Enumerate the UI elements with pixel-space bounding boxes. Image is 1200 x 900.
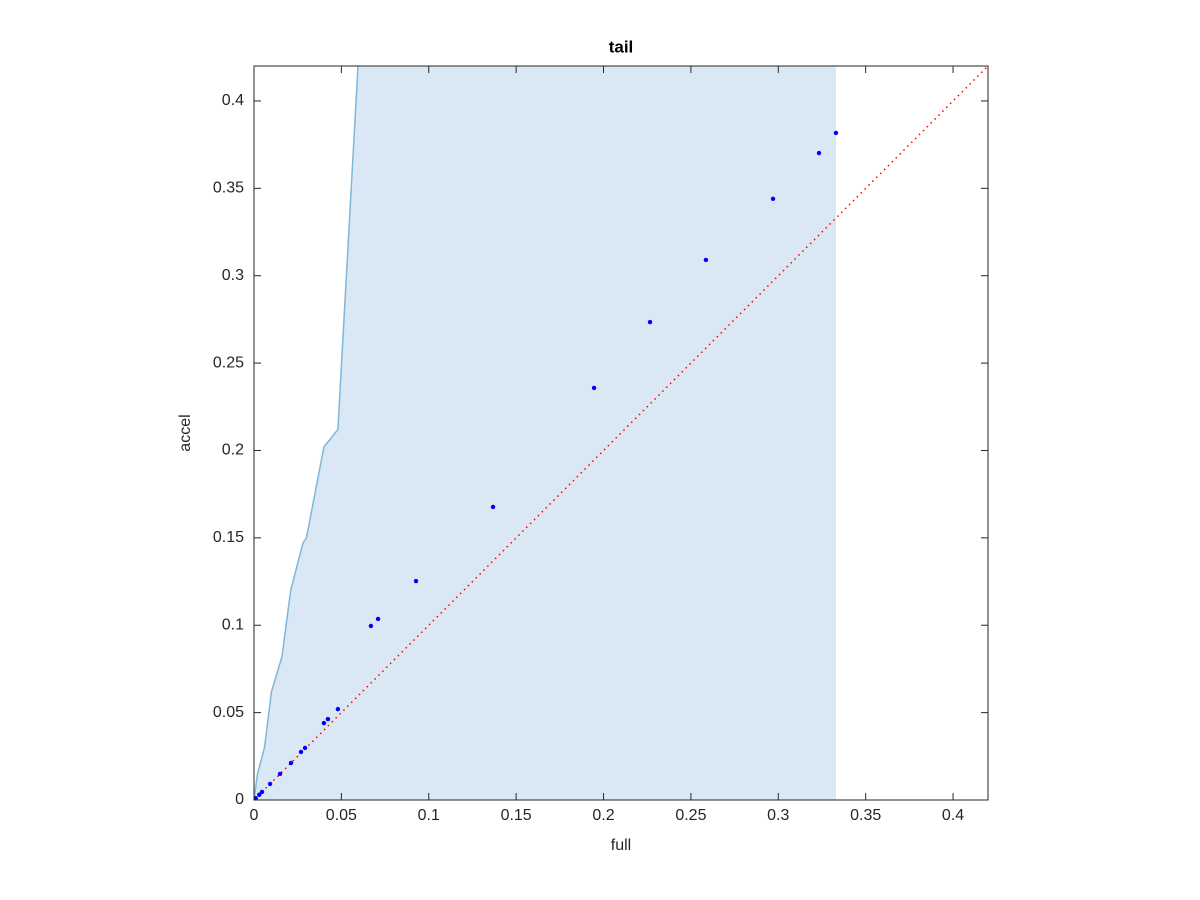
point xyxy=(277,771,283,777)
x-tick-label: 0.15 xyxy=(501,807,532,824)
area xyxy=(254,66,836,800)
x-tick-label: 0.3 xyxy=(767,807,789,824)
point xyxy=(298,749,304,755)
point xyxy=(321,720,327,726)
y-tick-label: 0.15 xyxy=(213,529,244,546)
y-axis-label: accel xyxy=(177,414,194,451)
point xyxy=(368,623,374,629)
point xyxy=(257,792,262,797)
point xyxy=(302,745,308,751)
point xyxy=(288,760,294,766)
point xyxy=(647,319,653,325)
axes: 0 0.05 0.1 0.15 0.2 0.25 0.3 0.35 0.4 0 0.05 0.1 0.1… xyxy=(213,65,989,824)
axes-box xyxy=(253,65,989,801)
point xyxy=(335,706,341,712)
point xyxy=(259,789,265,795)
point xyxy=(267,781,273,787)
x-tick-label: 0.25 xyxy=(675,807,706,824)
x-tick-label: 0.05 xyxy=(326,807,357,824)
y-tick-label: 0.2 xyxy=(222,442,244,459)
y-tick-label: 0.35 xyxy=(213,180,244,197)
x-tick-label: 0.2 xyxy=(592,807,614,824)
point xyxy=(413,578,419,584)
point xyxy=(833,130,839,136)
point xyxy=(375,616,381,622)
point xyxy=(703,257,709,263)
point xyxy=(325,716,331,722)
point xyxy=(816,150,822,156)
y-tick-label: 0.3 xyxy=(222,267,244,284)
x-tick-label: 0 xyxy=(250,807,259,824)
area-edge xyxy=(254,66,359,800)
x-tick-label: 0.4 xyxy=(942,807,964,824)
y-tick-label: 0.1 xyxy=(222,616,244,633)
x-axis-label: full xyxy=(611,837,631,854)
y-tick-label: 0.4 xyxy=(222,92,244,109)
x-tick-label: 0.35 xyxy=(850,807,881,824)
plot-area xyxy=(254,66,988,800)
point xyxy=(591,385,597,391)
point xyxy=(254,797,257,800)
chart-title: tail xyxy=(609,37,634,56)
point xyxy=(770,196,776,202)
y-tick-label: 0.25 xyxy=(213,354,244,371)
x-tick-label: 0.1 xyxy=(418,807,440,824)
point xyxy=(490,504,496,510)
y-tick-label: 0.05 xyxy=(213,704,244,721)
y-tick-label: 0 xyxy=(235,791,244,808)
